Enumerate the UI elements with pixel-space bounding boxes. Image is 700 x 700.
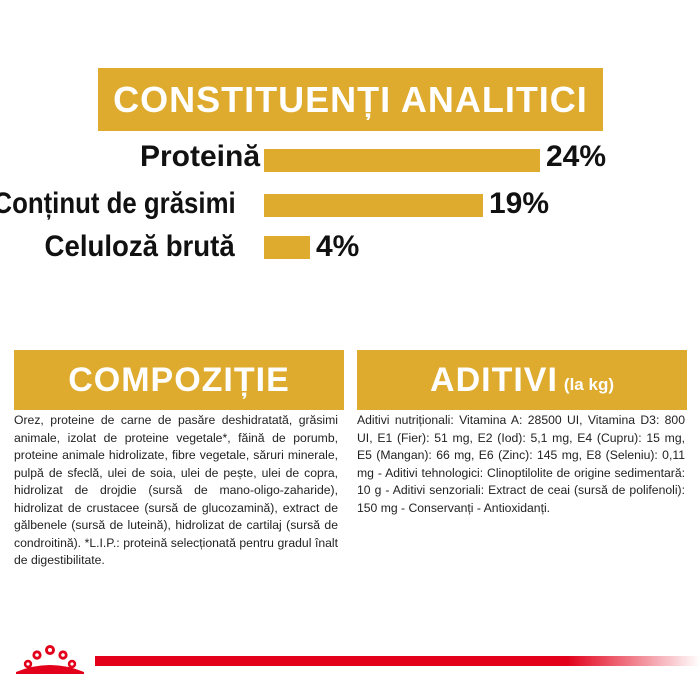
fat-value: 19% (489, 187, 550, 220)
fiber-label: Celuloză brută (44, 230, 235, 263)
fiber-value: 4% (316, 230, 360, 263)
protein-bar (264, 149, 540, 172)
additives-subtitle: (la kg) (563, 375, 614, 394)
royal-canin-crown-icon (16, 645, 84, 674)
additives-text: Aditivi nutriționali: Vitamina A: 28500 … (357, 413, 685, 515)
additives-title: ADITIVI (430, 360, 558, 399)
footer-red-line (95, 656, 700, 666)
additives-banner: ADITIVI (la kg) (357, 350, 687, 410)
composition-text: Orez, proteine de carne de pasăre deshid… (14, 413, 338, 567)
fat-label: Conținut de grăsimi (0, 187, 236, 220)
analytic-constituents-banner: CONSTITUENȚI ANALITICI (98, 68, 603, 131)
analytic-constituents-title: CONSTITUENȚI ANALITICI (113, 78, 588, 120)
protein-value: 24% (546, 140, 607, 173)
protein-label: Proteină (139, 140, 260, 173)
fiber-bar (264, 236, 310, 259)
fat-bar (264, 194, 483, 217)
composition-banner: COMPOZIȚIE (14, 350, 344, 410)
composition-title: COMPOZIȚIE (68, 360, 290, 399)
